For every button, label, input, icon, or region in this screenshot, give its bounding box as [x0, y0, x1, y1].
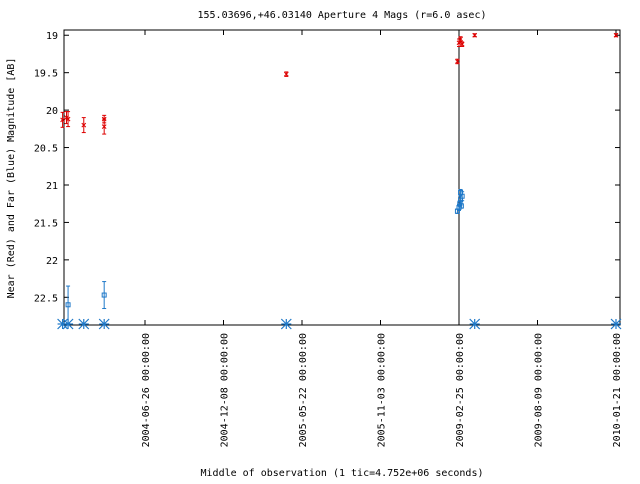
limit-marker [78, 318, 90, 330]
y-tick-label: 20 [46, 106, 58, 117]
x-axis: 2004-06-26 00:00:00 2004-12-08 00:00:00 20… [141, 30, 623, 447]
point-marker [472, 32, 478, 38]
data-point [613, 32, 619, 38]
x-axis-label: Middle of observation (1 tic=4.752e+06 s… [201, 468, 484, 479]
y-tick-label: 19 [46, 31, 58, 42]
x-tick-label: 2010-01-21 00:00:00 [612, 333, 623, 447]
plot-frame [63, 29, 621, 326]
limit-marker [280, 318, 292, 330]
data-point [101, 281, 107, 310]
y-axis-label: Near (Red) and Far (Blue) Magnitude [AB] [6, 58, 17, 299]
data-point [65, 111, 71, 128]
point-marker [283, 71, 289, 77]
limit-marker [98, 318, 110, 330]
y-tick-label: 22.5 [34, 293, 58, 304]
data-point [101, 118, 107, 135]
series-1 [65, 188, 465, 325]
x-tick-label: 2005-11-03 00:00:00 [377, 333, 388, 447]
x-tick-label: 2004-06-26 00:00:00 [141, 333, 152, 447]
y-tick-label: 22 [46, 256, 58, 267]
x-tick-label: 2009-02-25 00:00:00 [455, 333, 466, 447]
series-0 [60, 32, 619, 135]
limit-stroke [62, 318, 74, 330]
limit-marker [62, 318, 74, 330]
x-tick-label: 2005-05-22 00:00:00 [298, 333, 309, 447]
limit-stroke [98, 318, 110, 330]
data-point [65, 285, 71, 325]
x-tick-label: 2009-08-09 00:00:00 [534, 333, 545, 447]
data-point [459, 41, 465, 47]
x-tick-label: 2004-12-08 00:00:00 [220, 333, 231, 447]
data-point [458, 203, 464, 209]
point-marker [65, 302, 71, 308]
data-point [81, 117, 87, 134]
point-marker [459, 41, 465, 47]
plot-border [63, 29, 621, 326]
data-point [458, 36, 463, 42]
point-marker [458, 203, 464, 209]
point-marker [613, 32, 619, 38]
point-marker [81, 122, 87, 128]
data-point [455, 58, 460, 65]
limit-stroke [469, 318, 481, 330]
point-marker [458, 189, 464, 195]
y-tick-label: 19.5 [34, 69, 58, 80]
limit-marker [469, 318, 481, 330]
data-point [60, 111, 65, 128]
point-marker [101, 124, 107, 129]
data-point [283, 71, 289, 77]
point-marker [65, 116, 71, 122]
limit-stroke [280, 318, 292, 330]
limit-stroke [610, 318, 622, 330]
y-axis: 19 19.5 20 20.5 21 21.5 22 22.5 [34, 31, 620, 304]
y-tick-label: 20.5 [34, 144, 58, 155]
y-tick-label: 21 [46, 181, 58, 192]
data-point [472, 32, 478, 38]
limit-stroke [57, 318, 68, 330]
data-series [57, 32, 622, 330]
point-marker [455, 59, 460, 64]
point-marker [60, 117, 65, 123]
limit-marker [610, 318, 622, 330]
point-marker [458, 36, 463, 42]
chart-title: 155.03696,+46.03140 Aperture 4 Mags (r=6… [198, 10, 487, 21]
limit-stroke [78, 318, 90, 330]
limit-marker [57, 318, 68, 330]
y-tick-label: 21.5 [34, 218, 58, 229]
series-2 [57, 318, 622, 330]
data-point [458, 188, 464, 196]
point-marker [101, 292, 107, 298]
